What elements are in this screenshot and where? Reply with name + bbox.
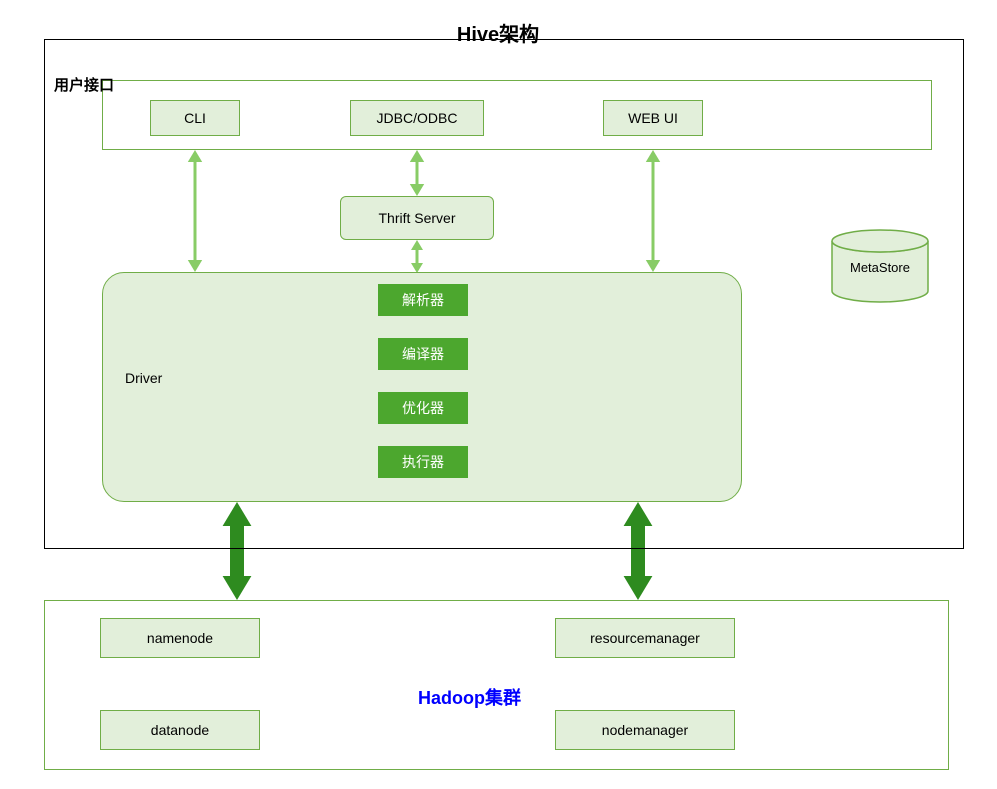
thrift-box: Thrift Server: [340, 196, 494, 240]
hadoop_cluster-text: Hadoop集群: [418, 684, 521, 710]
parser-box: 解析器: [378, 284, 468, 316]
parser-label: 解析器: [402, 290, 444, 310]
webui-label: WEB UI: [628, 110, 678, 126]
driver-text: Driver: [125, 370, 162, 386]
compiler-box: 编译器: [378, 338, 468, 370]
namenode-box: namenode: [100, 618, 260, 658]
executor-label: 执行器: [402, 452, 444, 472]
cli-label: CLI: [184, 110, 206, 126]
namenode-label: namenode: [147, 630, 213, 646]
nodemanager-label: nodemanager: [602, 722, 688, 738]
cli-box: CLI: [150, 100, 240, 136]
user_interface-text: 用户接口: [54, 74, 114, 95]
datanode-label: datanode: [151, 722, 209, 738]
compiler-label: 编译器: [402, 344, 444, 364]
thrift-label: Thrift Server: [378, 210, 455, 226]
datanode-box: datanode: [100, 710, 260, 750]
optimizer-label: 优化器: [402, 398, 444, 418]
diagram-title: Hive架构: [457, 18, 539, 47]
diagram-canvas: MetaStore Hive架构用户接口CLIJDBC/ODBCWEB UITh…: [0, 0, 997, 789]
optimizer-box: 优化器: [378, 392, 468, 424]
nodemanager-box: nodemanager: [555, 710, 735, 750]
executor-box: 执行器: [378, 446, 468, 478]
webui-box: WEB UI: [603, 100, 703, 136]
resourcemanager-box: resourcemanager: [555, 618, 735, 658]
resourcemanager-label: resourcemanager: [590, 630, 700, 646]
jdbc-label: JDBC/ODBC: [377, 110, 458, 126]
jdbc-box: JDBC/ODBC: [350, 100, 484, 136]
